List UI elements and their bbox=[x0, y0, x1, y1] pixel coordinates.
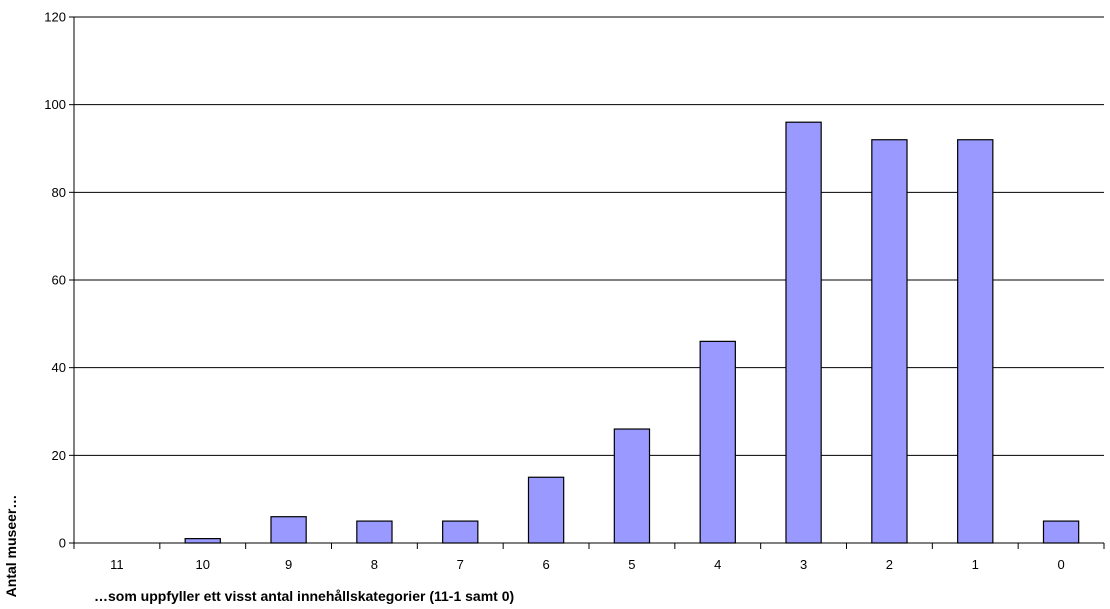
axes bbox=[69, 16, 1105, 549]
x-tick-label: 7 bbox=[457, 557, 464, 572]
bar-0 bbox=[1042, 520, 1080, 544]
gridlines bbox=[74, 16, 1104, 456]
x-tick-label: 9 bbox=[285, 557, 292, 572]
x-tick-label: 3 bbox=[800, 557, 807, 572]
bar-7 bbox=[442, 520, 479, 544]
x-tick-label: 0 bbox=[1057, 557, 1064, 572]
bar-5 bbox=[613, 428, 651, 544]
x-tick-label: 5 bbox=[628, 557, 635, 572]
bar-6 bbox=[527, 476, 565, 544]
y-tick-label: 40 bbox=[52, 360, 66, 375]
bar-1 bbox=[957, 139, 994, 544]
bar-10 bbox=[184, 538, 221, 544]
y-tick-label: 120 bbox=[44, 10, 66, 25]
x-tick-label: 2 bbox=[886, 557, 893, 572]
x-tick-label: 6 bbox=[542, 557, 549, 572]
bar-8 bbox=[356, 520, 393, 544]
y-tick-label: 0 bbox=[59, 536, 66, 551]
bar-4 bbox=[699, 340, 736, 544]
x-tick-label: 11 bbox=[110, 557, 124, 572]
x-tick-label: 4 bbox=[714, 557, 721, 572]
y-tick-label: 80 bbox=[52, 185, 66, 200]
y-tick-label: 100 bbox=[44, 97, 66, 112]
x-axis-title: …som uppfyller ett visst antal innehålls… bbox=[94, 588, 514, 604]
y-tick-labels: 0 20 40 60 80 100 120 bbox=[44, 10, 66, 551]
bar-3 bbox=[785, 121, 822, 544]
y-axis-title: Antal museer… bbox=[3, 495, 19, 598]
x-tick-labels: 11 10 9 8 7 6 5 4 3 2 1 0 bbox=[110, 557, 1065, 572]
x-tick-label: 1 bbox=[972, 557, 979, 572]
bar-9 bbox=[270, 516, 307, 544]
y-tick-label: 20 bbox=[52, 448, 66, 463]
bars bbox=[184, 121, 1080, 544]
x-tick-label: 8 bbox=[371, 557, 378, 572]
x-tick-label: 10 bbox=[196, 557, 210, 572]
bar-2 bbox=[871, 139, 908, 544]
y-tick-label: 60 bbox=[52, 273, 66, 288]
